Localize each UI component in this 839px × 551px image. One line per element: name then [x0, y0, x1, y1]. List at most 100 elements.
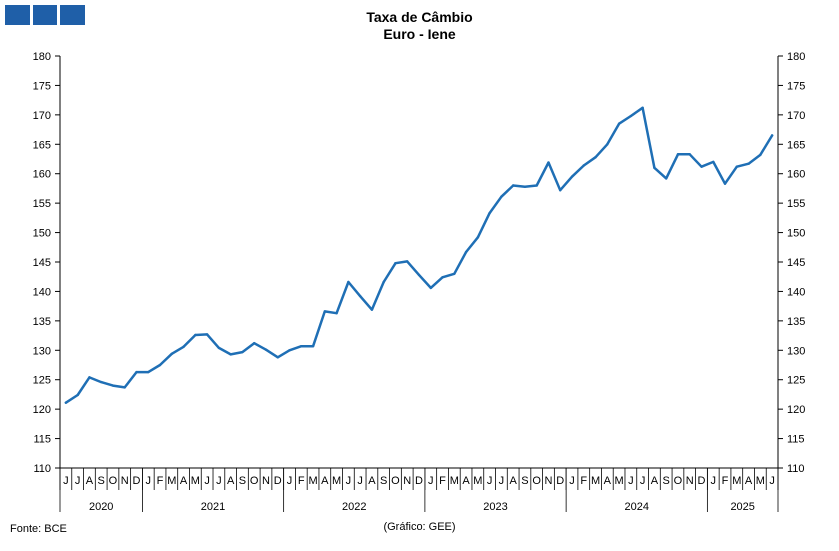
- x-month-label: J: [769, 475, 775, 487]
- x-year-label: 2021: [201, 501, 225, 513]
- x-month-label: M: [332, 475, 341, 487]
- data-point: [323, 310, 327, 313]
- y-tick-label-left: 145: [33, 257, 51, 269]
- data-point: [770, 134, 774, 137]
- data-point: [182, 345, 185, 348]
- chart-subtitle: Euro - Iene: [383, 26, 456, 42]
- data-point: [288, 349, 291, 352]
- x-month-label: O: [391, 475, 400, 487]
- x-month-label: J: [146, 475, 152, 487]
- x-year-label: 2020: [89, 501, 113, 513]
- x-month-label: J: [204, 475, 210, 487]
- x-month-label: J: [287, 475, 293, 487]
- x-month-label: A: [180, 475, 188, 487]
- x-month-label: A: [227, 475, 235, 487]
- data-point: [335, 312, 338, 315]
- x-month-label: F: [157, 475, 164, 487]
- logo-block: [5, 5, 30, 25]
- y-tick-label-left: 170: [33, 110, 51, 122]
- data-point: [617, 122, 621, 125]
- data-point: [676, 153, 680, 156]
- data-point: [535, 184, 538, 187]
- x-month-label: D: [698, 475, 706, 487]
- x-month-label: J: [75, 475, 81, 487]
- y-tick-label-left: 150: [33, 228, 51, 240]
- x-month-label: S: [663, 475, 670, 487]
- data-point: [135, 370, 138, 374]
- data-point: [194, 333, 197, 337]
- data-point: [547, 161, 550, 164]
- source-label: Fonte: BCE: [10, 523, 67, 535]
- x-month-label: S: [521, 475, 528, 487]
- data-point: [276, 356, 279, 359]
- x-month-label: J: [428, 475, 434, 487]
- x-month-label: S: [239, 475, 246, 487]
- x-month-label: A: [745, 475, 753, 487]
- x-month-label: M: [308, 475, 317, 487]
- x-month-label: N: [686, 475, 694, 487]
- x-month-label: M: [167, 475, 176, 487]
- data-point: [594, 156, 597, 159]
- y-tick-label-left: 155: [33, 198, 51, 210]
- x-month-label: O: [109, 475, 118, 487]
- credit-label: (Gráfico: GEE): [383, 521, 456, 533]
- data-point: [394, 261, 397, 265]
- y-tick-label-right: 170: [787, 110, 805, 122]
- x-month-label: F: [722, 475, 729, 487]
- chart-title: Taxa de Câmbio: [366, 9, 473, 25]
- x-month-label: D: [274, 475, 282, 487]
- y-tick-label-right: 110: [787, 463, 805, 475]
- x-month-label: J: [569, 475, 575, 487]
- x-month-label: N: [262, 475, 270, 487]
- x-month-label: A: [509, 475, 517, 487]
- x-month-label: F: [580, 475, 587, 487]
- series-line: [64, 106, 774, 404]
- x-year-label: 2024: [625, 501, 649, 513]
- y-tick-label-right: 180: [787, 51, 805, 63]
- x-month-label: F: [439, 475, 446, 487]
- data-point: [358, 294, 362, 298]
- data-point: [147, 370, 150, 374]
- x-month-label: M: [591, 475, 600, 487]
- y-tick-label-right: 130: [787, 345, 805, 357]
- data-point: [382, 280, 385, 284]
- y-tick-label-left: 120: [33, 404, 51, 416]
- logo-block: [32, 5, 58, 25]
- data-point: [123, 386, 126, 389]
- data-point: [217, 346, 221, 350]
- data-point: [64, 401, 68, 404]
- data-point: [429, 286, 432, 290]
- data-point: [606, 143, 609, 146]
- y-tick-label-right: 115: [787, 434, 805, 446]
- data-point: [664, 177, 668, 180]
- y-tick-label-right: 145: [787, 257, 805, 269]
- data-point: [370, 308, 374, 311]
- x-month-label: A: [651, 475, 659, 487]
- x-year-label: 2025: [730, 501, 754, 513]
- chart-title-block: Taxa de Câmbio Euro - Iene: [0, 9, 839, 43]
- data-point: [311, 344, 315, 348]
- data-point: [253, 342, 256, 345]
- y-tick-label-left: 180: [33, 51, 51, 63]
- data-point: [99, 380, 103, 384]
- x-month-label: D: [133, 475, 141, 487]
- data-point: [347, 280, 350, 284]
- data-point: [511, 184, 515, 187]
- y-tick-label-left: 115: [33, 434, 51, 446]
- x-month-label: O: [250, 475, 259, 487]
- x-month-label: J: [346, 475, 352, 487]
- data-point: [559, 188, 562, 192]
- x-month-label: D: [415, 475, 423, 487]
- y-tick-label-right: 160: [787, 169, 805, 181]
- x-month-label: J: [63, 475, 69, 487]
- x-month-label: O: [674, 475, 683, 487]
- y-tick-label-right: 135: [787, 316, 805, 328]
- data-point: [712, 160, 715, 164]
- data-point: [653, 166, 656, 170]
- y-tick-label-left: 160: [33, 169, 51, 181]
- data-point: [747, 162, 750, 165]
- y-tick-label-right: 165: [787, 139, 805, 151]
- x-month-label: J: [711, 475, 717, 487]
- x-month-label: O: [532, 475, 541, 487]
- x-month-label: A: [86, 475, 94, 487]
